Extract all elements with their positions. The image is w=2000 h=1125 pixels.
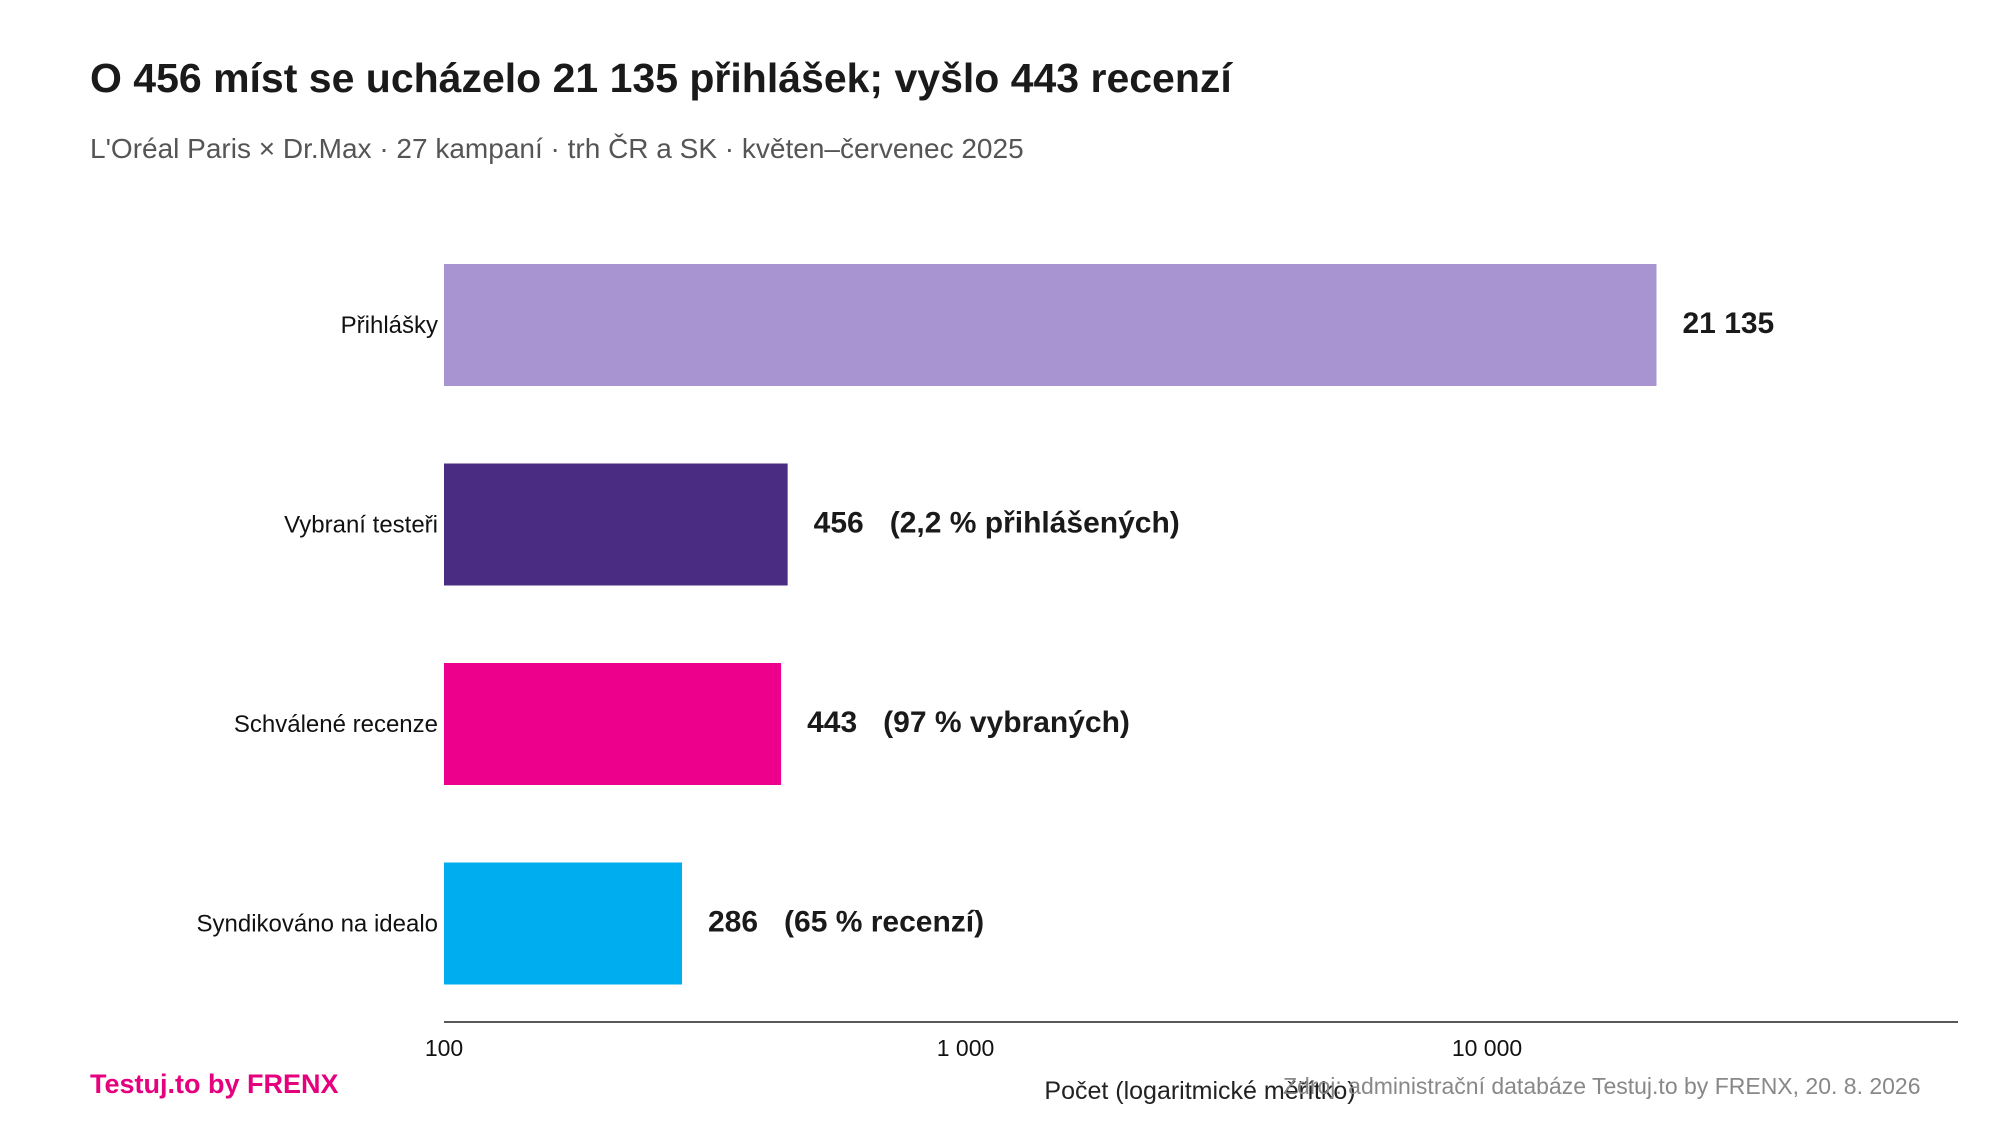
x-tick-label-0: 100 (425, 1035, 463, 1061)
chart-title: O 456 míst se ucházelo 21 135 přihlášek;… (90, 55, 1232, 101)
value-label-0: 21 135 (1682, 307, 1774, 340)
category-label-3: Syndikováno na idealo (196, 911, 438, 938)
x-tick-label-1: 1 000 (937, 1035, 995, 1061)
bar-2 (444, 663, 782, 785)
x-tick-label-2: 10 000 (1452, 1035, 1522, 1061)
category-label-0: Přihlášky (341, 312, 438, 339)
value-label-1: 456 (2,2 % přihlášených) (814, 507, 1180, 540)
bar-3 (444, 862, 682, 985)
bar-1 (444, 463, 788, 586)
bar-0 (444, 264, 1657, 386)
chart-subtitle: L'Oréal Paris × Dr.Max · 27 kampaní · tr… (90, 133, 1024, 164)
value-label-3: 286 (65 % recenzí) (708, 906, 984, 939)
value-label-2: 443 (97 % vybraných) (807, 706, 1130, 739)
x-axis-title: Počet (logaritmické měřítko) (1044, 1077, 1355, 1105)
brand-logo-text: Testuj.to by FRENX (90, 1069, 339, 1099)
source-note: Zdroj: administrační databáze Testuj.to … (1283, 1073, 1921, 1099)
category-label-1: Vybraní testeři (284, 512, 438, 539)
category-label-2: Schválené recenze (234, 711, 438, 738)
